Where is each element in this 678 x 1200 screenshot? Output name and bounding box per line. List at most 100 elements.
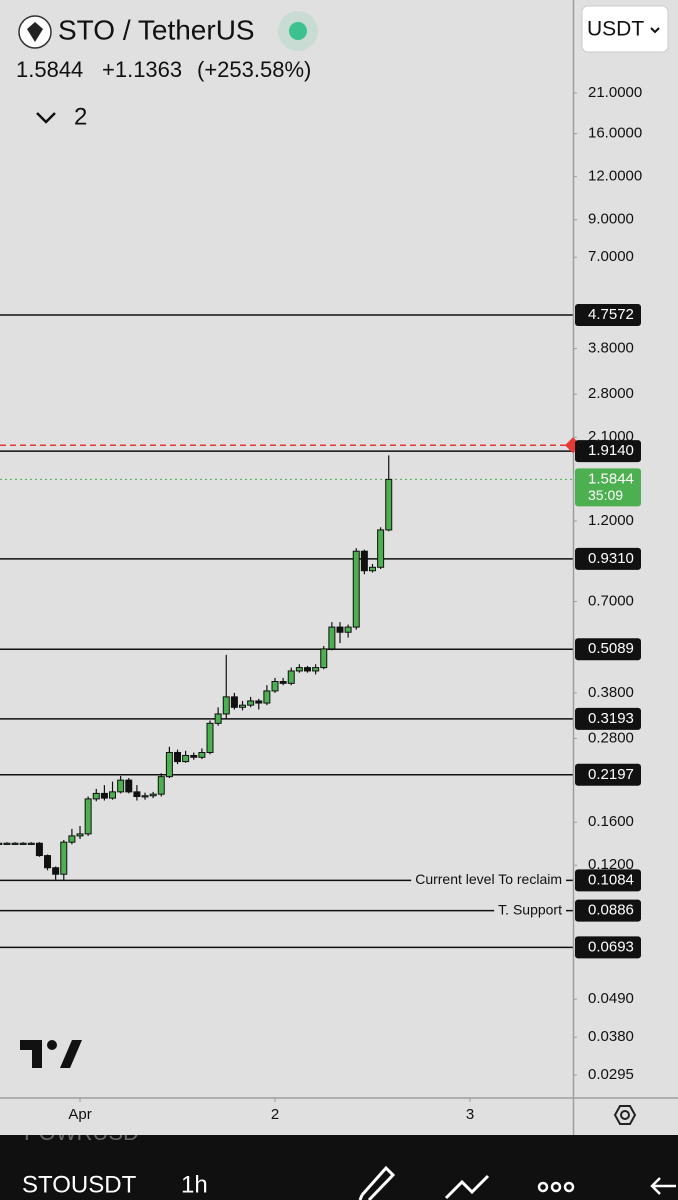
candle-body (287, 670, 295, 684)
countdown-label: 35:09 (588, 487, 623, 503)
y-tick-label: 0.0295 (588, 1066, 634, 1083)
back-icon[interactable] (650, 1177, 676, 1195)
level-label: 4.7572 (588, 306, 634, 323)
level-label-bg (575, 303, 641, 326)
candle-body (165, 752, 173, 778)
price-axis: 21.0000 16.0000 12.0000 9.0000 7.0000 3.8000 2… (573, 84, 642, 1083)
settings-icon[interactable] (613, 1105, 637, 1125)
y-tick-label: 0.2800 (588, 730, 634, 747)
x-tick-label: 2 (271, 1106, 279, 1123)
currency-dropdown-icon (650, 27, 660, 34)
candle-body (149, 793, 157, 797)
market-status (289, 22, 307, 40)
candle-body (117, 779, 125, 793)
candle-body (174, 752, 182, 763)
candle-body (141, 795, 149, 798)
level-note: Current level To reclaim (415, 871, 562, 887)
y-tick-label: 0.7000 (588, 592, 634, 609)
previous-symbol[interactable]: POWRUSD (24, 1120, 139, 1145)
candle-body (255, 700, 263, 704)
candle-body (44, 855, 52, 869)
y-tick-label: 1.2000 (588, 512, 634, 529)
y-tick-label: 3.8000 (588, 340, 634, 357)
level-label-bg (575, 936, 641, 959)
y-tick-label: 7.0000 (588, 248, 634, 265)
level-label-bg (575, 899, 641, 922)
chart-title[interactable]: STO / TetherUS (58, 14, 255, 45)
candle-body (19, 842, 27, 845)
candle-body (239, 704, 247, 708)
candle-body (271, 681, 279, 692)
candle-body (100, 792, 108, 799)
candle-body (68, 835, 76, 843)
candle-body (3, 842, 11, 845)
candle-body (222, 696, 230, 715)
candle-body (312, 667, 320, 672)
level-note: T. Support (498, 901, 562, 917)
level-label-bg (575, 440, 641, 463)
y-tick-label: 2.8000 (588, 385, 634, 402)
level-label-bg (575, 547, 641, 570)
last-price-label: 1.5844 (588, 470, 634, 487)
symbol-logo-mark (27, 22, 43, 42)
level-label: 1.9140 (588, 442, 634, 459)
y-tick-label: 21.0000 (588, 84, 642, 101)
level-note-bg (411, 871, 566, 890)
brand-logo-dot (47, 1040, 57, 1050)
candle-body (133, 791, 141, 798)
header-change: +1.1363 (102, 57, 182, 82)
candle-body (279, 681, 287, 684)
candle-body (84, 798, 92, 835)
symbol-button[interactable]: STOUSDT (22, 1171, 137, 1198)
level-label: 0.2197 (588, 766, 634, 783)
level-label-bg (575, 707, 641, 730)
candle-body (320, 648, 328, 669)
candle-body (0, 842, 3, 845)
level-label-bg (575, 763, 641, 786)
candle-body (27, 842, 35, 845)
candle-body (76, 833, 84, 837)
interval-button[interactable]: 1h (181, 1171, 208, 1198)
candle-body (182, 754, 190, 763)
x-tick-label: 3 (466, 1106, 474, 1123)
currency-button[interactable] (581, 5, 669, 53)
y-tick-label: 0.3800 (588, 684, 634, 701)
candle-body (352, 550, 360, 628)
level-label-bg (575, 869, 641, 892)
draw-tool-icon[interactable] (358, 1165, 396, 1200)
candle-body (336, 626, 344, 633)
level-label: 0.0693 (588, 938, 634, 955)
header-price: 1.5844 (16, 57, 83, 82)
candle-body (328, 626, 336, 650)
y-tick-label: 9.0000 (588, 211, 634, 228)
indicator-count[interactable]: 2 (74, 103, 87, 130)
indicator-toggle[interactable] (36, 112, 56, 124)
y-tick-label: 0.1200 (588, 856, 634, 873)
more-icon[interactable] (537, 1181, 575, 1193)
candle-body (377, 529, 385, 568)
candle-body (60, 841, 68, 875)
y-tick-label: 0.0380 (588, 1028, 634, 1045)
y-tick-label: 16.0000 (588, 125, 642, 142)
candle-body (35, 842, 43, 857)
level-label: 0.3193 (588, 710, 634, 727)
level-label: 0.5089 (588, 640, 634, 657)
candle-body (295, 667, 303, 672)
candle-body (109, 791, 117, 799)
currency-label[interactable]: USDT (587, 18, 644, 41)
candle-body (92, 792, 100, 800)
candle-body (206, 722, 214, 754)
level-note-bg (494, 901, 566, 920)
level-label: 0.9310 (588, 550, 634, 567)
y-tick-label: 0.0490 (588, 990, 634, 1007)
line-tool-icon[interactable] (444, 1174, 490, 1200)
candle-body (304, 667, 312, 672)
candle-body (360, 550, 368, 572)
candle-body (190, 754, 198, 758)
candle-body (230, 696, 238, 708)
candle-body (214, 713, 222, 724)
candle-body (157, 776, 165, 795)
